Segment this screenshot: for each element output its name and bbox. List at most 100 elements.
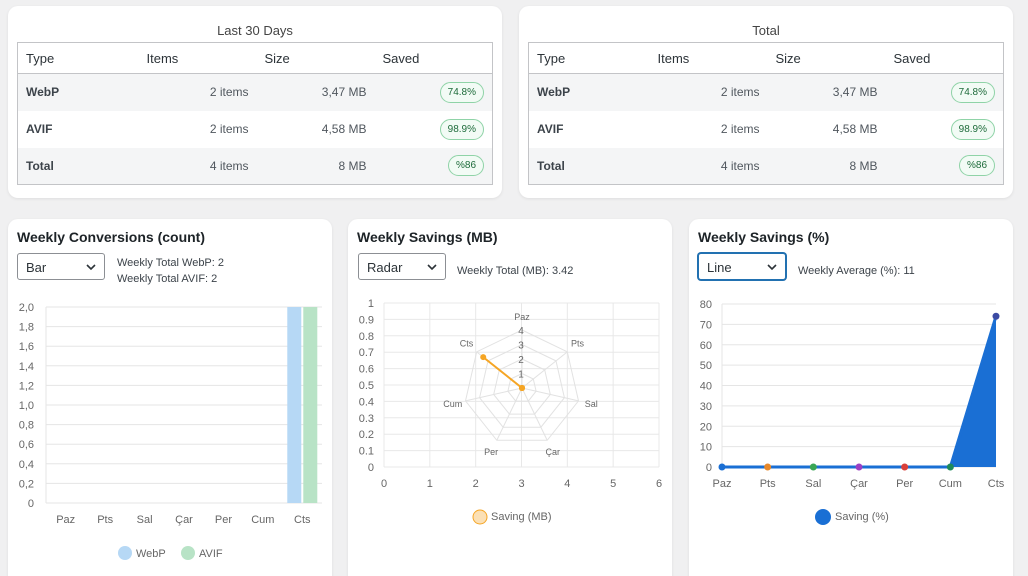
x-tick-label: Paz [713, 478, 732, 490]
radar-spoke [521, 387, 548, 441]
radar-category-label: Paz [514, 312, 530, 322]
chart-type-select[interactable]: Radar [358, 253, 446, 280]
legend-label: Saving (MB) [491, 511, 552, 523]
row-items: 2 items [720, 122, 760, 136]
x-tick-label: Paz [56, 514, 75, 526]
y-tick-label: 30 [700, 401, 712, 413]
legend-swatch [118, 546, 132, 560]
radar-category-label: Pts [571, 339, 585, 349]
x-tick-label: 2 [473, 478, 479, 490]
weekly-average-value: 11 [903, 265, 915, 277]
y-tick-label: 0.5 [359, 380, 374, 392]
chart-type-select[interactable]: Bar [17, 253, 105, 280]
radar-r-tick: 2 [518, 355, 524, 366]
saved-badge: %86 [447, 155, 484, 177]
weekly-total-mb: Weekly Total (MB): 3.42 [457, 263, 573, 279]
row-size: 4,58 MB [832, 122, 878, 136]
bar-webp [287, 307, 302, 503]
weekly-savings-radar-chart: 0 0.1 0.2 0.3 0.4 0.5 0.6 0.7 0.8 0.9 1 0 1 2 3 4 5 6 Paz P… [359, 298, 662, 525]
chevron-down-icon [767, 264, 777, 271]
data-point [718, 463, 726, 471]
weekly-total-mb-value: 3.42 [551, 265, 574, 277]
weekly-total-webp-label: Weekly Total WebP: [117, 257, 215, 269]
row-type: Total [17, 147, 139, 185]
x-tick-label: Cum [251, 514, 274, 526]
x-tick-label: Sal [137, 514, 153, 526]
x-tick-label: Sal [805, 478, 821, 490]
radar-ring [507, 372, 537, 402]
weekly-savings-pct-title: Weekly Savings (%) [698, 229, 830, 245]
select-value: Radar [367, 260, 403, 275]
y-tick-label: 40 [700, 381, 712, 393]
legend-swatch [181, 546, 195, 560]
column-header-type: Type [528, 42, 650, 74]
data-point [764, 463, 772, 471]
weekly-average-label: Weekly Average (%): [798, 265, 901, 277]
select-value: Line [707, 260, 732, 275]
x-tick-label: Çar [850, 478, 868, 490]
x-tick-label: 1 [427, 478, 433, 490]
x-tick-label: Cts [988, 478, 1005, 490]
total-title: Total [752, 23, 780, 38]
y-tick-label: 0.4 [359, 396, 374, 408]
row-type: WebP [528, 73, 650, 111]
select-value: Bar [26, 260, 47, 275]
table-row: AVIF 2 items 4,58 MB 98.9% [529, 111, 1004, 148]
x-tick-label: Cum [939, 478, 962, 490]
radar-r-tick: 1 [518, 370, 524, 381]
weekly-savings-pct-panel: Weekly Savings (%) Line Weekly Average (… [689, 219, 1013, 576]
x-tick-label: Per [215, 514, 232, 526]
legend-label: WebP [136, 548, 166, 560]
data-point [946, 463, 954, 471]
y-tick-label: 0.9 [359, 314, 374, 326]
y-tick-label: 1,0 [19, 400, 34, 412]
weekly-total-avif-label: Weekly Total AVIF: [117, 273, 209, 285]
column-header-items: Items [649, 42, 768, 74]
x-tick-label: 6 [656, 478, 662, 490]
chevron-down-icon [86, 264, 96, 271]
y-tick-label: 2,0 [19, 302, 34, 314]
weekly-total-mb-label: Weekly Total (MB): [457, 265, 549, 277]
y-tick-label: 50 [700, 360, 712, 372]
chevron-down-icon [427, 264, 437, 271]
weekly-total-webp: Weekly Total WebP: 2 [117, 255, 224, 271]
column-header-size: Size [256, 42, 375, 74]
weekly-total-webp-value: 2 [217, 257, 225, 269]
weekly-conversions-title: Weekly Conversions (count) [17, 229, 206, 245]
weekly-savings-mb-title: Weekly Savings (MB) [357, 229, 498, 245]
row-items: 4 items [138, 147, 257, 185]
row-items: 2 items [649, 73, 768, 111]
row-size: 3,47 MB [767, 73, 886, 111]
legend-swatch [815, 509, 831, 525]
radar-r-tick: 4 [518, 326, 524, 337]
x-tick-label: 0 [381, 478, 387, 490]
total-card: Total Type Items Size Saved WebP 2 items… [519, 6, 1013, 198]
saved-badge: 74.8% [439, 81, 484, 103]
radar-spoke [521, 387, 579, 402]
radar-ring [479, 343, 565, 428]
radar-spoke [465, 387, 523, 402]
y-tick-label: 1,4 [19, 361, 34, 373]
weekly-total-avif: Weekly Total AVIF: 2 [117, 271, 224, 287]
row-size: 3,47 MB [256, 73, 375, 111]
y-tick-label: 0,6 [19, 439, 34, 451]
row-saved: 98.9% [886, 111, 1004, 148]
x-tick-label: 4 [564, 478, 570, 490]
data-point [992, 312, 1000, 320]
radar-r-tick: 3 [518, 341, 524, 352]
radar-spoke [496, 387, 523, 441]
table-row: AVIF 2 items 4,58 MB 98.9% [18, 111, 493, 148]
data-point [901, 463, 909, 471]
y-tick-label: 10 [700, 442, 712, 454]
radar-category-label: Cts [460, 339, 474, 349]
y-tick-label: 0.7 [359, 347, 374, 359]
saved-badge: 98.9% [439, 118, 484, 140]
last-30-days-card: Last 30 Days Type Items Size Saved WebP … [8, 6, 502, 198]
radar-category-label: Per [484, 447, 498, 457]
column-header-saved: Saved [374, 42, 493, 74]
row-type: Total [528, 147, 650, 185]
saved-badge: %86 [958, 155, 995, 177]
x-tick-label: Pts [760, 478, 776, 490]
chart-type-select[interactable]: Line [698, 253, 786, 280]
radar-category-label: Sal [585, 399, 598, 409]
